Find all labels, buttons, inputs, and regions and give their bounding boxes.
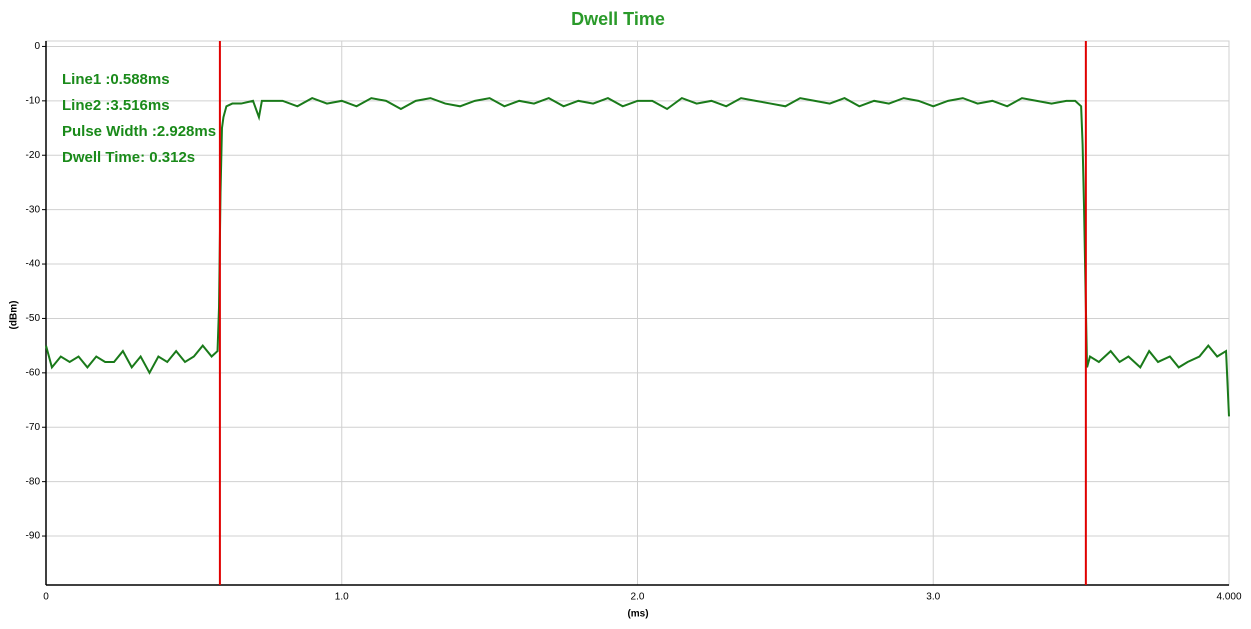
y-tick-label: -20 bbox=[26, 150, 41, 161]
annotation: Line1 :0.588ms bbox=[62, 71, 170, 88]
series-line bbox=[45, 96, 1230, 417]
x-tick-label: 0 bbox=[43, 592, 49, 603]
y-tick-label: -80 bbox=[26, 476, 41, 487]
annotation: Line2 :3.516ms bbox=[62, 97, 170, 114]
y-tick-label: -50 bbox=[26, 313, 41, 324]
x-tick-label: 2.0 bbox=[631, 592, 645, 603]
x-tick-label: 4.000 bbox=[1216, 592, 1241, 603]
y-tick-label: 0 bbox=[34, 41, 40, 52]
y-tick-label: -30 bbox=[26, 204, 41, 215]
y-tick-label: -60 bbox=[26, 367, 41, 378]
chart-title: Dwell Time bbox=[571, 9, 665, 29]
y-tick-label: -90 bbox=[26, 531, 41, 542]
x-axis-label: (ms) bbox=[627, 609, 648, 620]
y-tick-label: -70 bbox=[26, 422, 41, 433]
annotation: Dwell Time: 0.312s bbox=[62, 149, 195, 166]
y-tick-label: -10 bbox=[26, 95, 41, 106]
y-axis-label: (dBm) bbox=[9, 301, 20, 330]
x-tick-label: 1.0 bbox=[335, 592, 349, 603]
x-tick-label: 3.0 bbox=[926, 592, 940, 603]
annotation: Pulse Width :2.928ms bbox=[62, 123, 216, 140]
y-tick-label: -40 bbox=[26, 259, 41, 270]
